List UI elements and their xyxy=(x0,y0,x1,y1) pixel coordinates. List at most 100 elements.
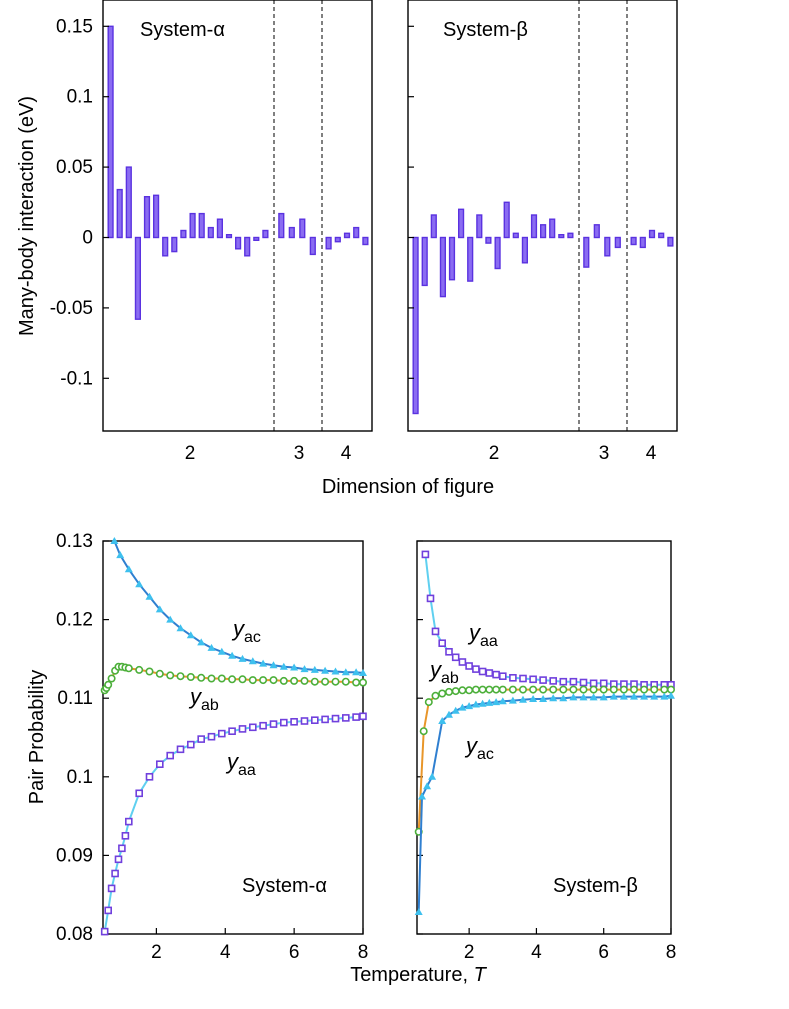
marker-y_ac xyxy=(279,662,288,670)
marker-y_ab xyxy=(444,687,453,696)
marker-y_aa xyxy=(259,721,267,730)
marker-y_aa xyxy=(451,653,460,662)
bar xyxy=(343,232,351,239)
series-label-symbol: y xyxy=(231,616,246,641)
marker-y_aa xyxy=(485,669,494,677)
marker-y_aa xyxy=(100,927,109,936)
marker-y_aa xyxy=(498,672,507,681)
series-label-symbol: y xyxy=(225,749,240,774)
bar xyxy=(583,236,590,268)
marker-y_aa xyxy=(300,717,309,725)
marker-y_ab xyxy=(300,676,309,685)
marker-y_ac xyxy=(471,700,480,708)
marker-y_ab xyxy=(424,698,433,707)
bar xyxy=(494,236,501,270)
marker-y_aa xyxy=(176,745,185,754)
marker-y_ab xyxy=(310,677,319,686)
marker-y_aa xyxy=(121,831,130,840)
bar xyxy=(309,236,316,256)
y-tick-label: 0.15 xyxy=(56,16,93,37)
marker-y_ac xyxy=(630,692,638,700)
marker-y_ac xyxy=(217,647,226,655)
marker-y_ab xyxy=(579,685,588,694)
series-label-y_aa: yaa xyxy=(467,620,498,650)
marker-y_ac xyxy=(155,605,164,613)
marker-y_ab xyxy=(238,675,247,684)
marker-y_aa xyxy=(197,735,205,743)
marker-y_ac xyxy=(650,692,659,700)
bar xyxy=(503,201,510,239)
static-layer: Many-body interaction (eV) Dimension of … xyxy=(16,0,678,986)
marker-y_ac xyxy=(145,592,154,600)
plot-frame-bottom-beta xyxy=(416,540,672,935)
marker-y_ab xyxy=(471,685,480,694)
marker-y_ab xyxy=(478,685,487,694)
bar xyxy=(458,208,465,239)
y-tick-label: 0.11 xyxy=(57,688,93,709)
bar xyxy=(412,236,419,415)
series-line-y_ac xyxy=(113,540,364,674)
marker-y_ab xyxy=(650,685,659,694)
marker-y_aa xyxy=(269,720,278,728)
series-label-symbol: y xyxy=(464,733,479,758)
dynamic-layer: 2 3 40.150.10.050-0.05-0.12 3 42 4 6 80.130.120… xyxy=(50,16,677,963)
bar xyxy=(216,218,224,239)
y-tick-label: 0.1 xyxy=(67,87,93,108)
bar xyxy=(152,194,160,239)
marker-y_aa xyxy=(279,718,288,727)
series-label-y_ab: yab xyxy=(188,684,219,714)
bar xyxy=(288,226,295,239)
x-tick-label: 2 xyxy=(151,942,162,963)
x-tick-label: 6 xyxy=(598,942,609,963)
marker-y_ac xyxy=(465,702,474,710)
marker-y_ab xyxy=(569,685,578,694)
bar xyxy=(558,233,565,239)
marker-y_ab xyxy=(104,680,113,689)
marker-y_ac xyxy=(445,710,453,718)
x-tick-label: 4 xyxy=(341,443,352,464)
top-x-axis-title: Dimension of figure xyxy=(322,476,494,498)
marker-y_aa xyxy=(569,677,578,686)
y-tick-label: 0 xyxy=(82,228,93,249)
bar xyxy=(262,229,269,239)
bar xyxy=(658,232,665,239)
marker-y_aa xyxy=(111,869,119,878)
y-tick-label: -0.05 xyxy=(50,298,93,319)
bar xyxy=(485,236,492,244)
bar xyxy=(225,233,233,239)
bar xyxy=(614,236,621,249)
marker-y_aa xyxy=(529,675,537,684)
marker-y_ab xyxy=(124,664,133,673)
marker-y_aa xyxy=(207,732,216,741)
marker-y_ac xyxy=(485,698,494,706)
bar xyxy=(639,236,646,249)
y-tick-label: 0.08 xyxy=(56,924,93,945)
x-tick-label: 4 xyxy=(531,942,542,963)
marker-y_aa xyxy=(426,594,435,603)
marker-y_ac xyxy=(667,691,675,699)
bar xyxy=(162,236,169,257)
top-y-axis-title: Many-body interaction (eV) xyxy=(16,96,38,336)
bar xyxy=(353,226,360,239)
marker-y_ab xyxy=(279,676,288,685)
bar xyxy=(567,232,574,239)
bar xyxy=(467,236,474,282)
marker-y_ab xyxy=(640,685,649,694)
marker-y_ab xyxy=(107,674,116,683)
marker-y_aa xyxy=(465,662,473,670)
bar xyxy=(476,214,483,239)
marker-y_aa xyxy=(438,639,447,648)
marker-y_aa xyxy=(166,751,174,760)
marker-y_aa xyxy=(519,674,527,683)
bar xyxy=(512,232,519,239)
marker-y_ac xyxy=(519,695,527,703)
marker-y_ab xyxy=(438,689,447,698)
marker-y_ab xyxy=(197,673,206,682)
marker-y_ac xyxy=(418,792,426,800)
marker-y_ac xyxy=(341,668,350,676)
series-label-symbol: y xyxy=(188,684,203,709)
plot-frame-top-beta xyxy=(407,0,678,432)
x-tick-label: 4 xyxy=(646,443,657,464)
marker-y_aa xyxy=(135,789,143,798)
